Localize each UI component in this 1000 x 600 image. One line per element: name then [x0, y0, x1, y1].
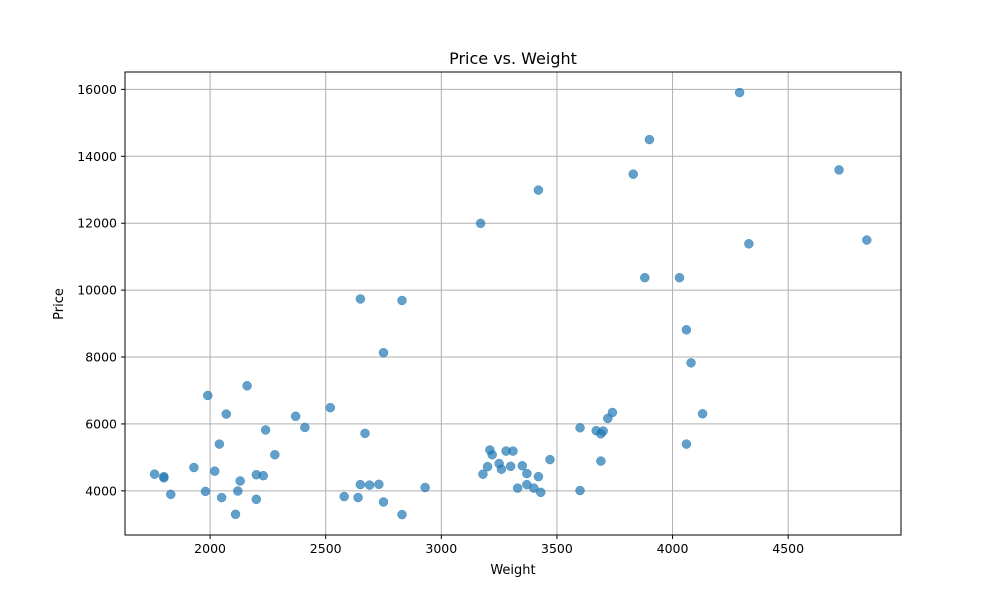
data-point	[478, 469, 488, 479]
x-tick-label: 4500	[772, 541, 804, 556]
data-point	[233, 486, 243, 496]
data-point	[364, 480, 375, 490]
data-point	[505, 461, 516, 472]
data-point	[378, 347, 389, 358]
data-point	[420, 482, 430, 493]
data-point	[209, 466, 220, 476]
data-point	[496, 464, 507, 474]
y-axis-label: Price	[52, 288, 67, 320]
x-tick-label: 3000	[425, 541, 457, 556]
data-point	[697, 409, 708, 419]
data-point	[200, 486, 211, 497]
data-point	[744, 239, 754, 249]
data-point	[251, 494, 262, 505]
data-point	[681, 325, 692, 335]
plot-frame	[124, 71, 902, 536]
x-tick-label: 4000	[657, 541, 689, 556]
data-point	[374, 479, 384, 490]
data-point	[290, 411, 301, 422]
data-point	[686, 358, 696, 368]
data-point	[230, 509, 241, 520]
data-point	[221, 409, 232, 419]
data-point	[378, 497, 389, 507]
y-tick-label: 4000	[85, 483, 117, 498]
x-tick-label: 3500	[541, 541, 573, 556]
data-point	[203, 390, 213, 401]
data-point	[149, 469, 160, 479]
data-point	[397, 295, 407, 306]
data-point	[475, 218, 486, 229]
data-point	[482, 461, 493, 472]
data-point	[628, 169, 638, 179]
y-tick-label: 16000	[77, 82, 117, 97]
y-tick-label: 14000	[77, 149, 117, 164]
data-point	[535, 487, 546, 498]
data-point	[235, 476, 245, 486]
data-point	[533, 185, 544, 195]
data-point	[529, 483, 539, 493]
data-point	[508, 446, 518, 456]
data-point	[598, 426, 608, 436]
x-tick-label: 2000	[194, 541, 226, 556]
data-point	[545, 454, 555, 465]
points-layer	[149, 87, 872, 520]
data-point	[339, 491, 349, 502]
data-point	[596, 456, 606, 466]
x-axis-label: Weight	[490, 563, 535, 578]
data-point	[355, 294, 366, 304]
data-point	[258, 470, 269, 481]
data-point	[166, 489, 176, 500]
data-point	[640, 272, 650, 283]
data-point	[607, 407, 618, 418]
data-point	[644, 134, 655, 145]
x-tick-label: 2500	[310, 541, 342, 556]
data-point	[360, 428, 370, 439]
data-point	[260, 425, 271, 435]
grid-layer	[125, 72, 901, 535]
data-point	[517, 461, 527, 471]
y-tick-label: 12000	[77, 216, 117, 231]
data-point	[674, 272, 685, 283]
data-point	[159, 473, 169, 483]
y-tick-label: 8000	[85, 350, 117, 365]
data-point	[355, 479, 366, 490]
y-tick-label: 10000	[77, 283, 117, 298]
data-point	[512, 483, 523, 493]
data-point	[862, 235, 872, 245]
data-point	[397, 509, 407, 520]
data-point	[575, 485, 585, 496]
data-point	[834, 165, 844, 175]
data-point	[681, 439, 692, 449]
data-point	[533, 471, 544, 482]
y-tick-label: 6000	[85, 416, 117, 431]
ticks-layer: 2000 2500 3000 3500 4000 4500 4000 6000 8000 1000…	[77, 82, 804, 556]
data-point	[214, 439, 225, 449]
data-point	[300, 422, 310, 433]
data-point	[325, 402, 336, 413]
data-point	[353, 492, 363, 503]
data-point	[575, 422, 585, 433]
data-point	[242, 381, 252, 391]
data-point	[734, 87, 745, 98]
data-point	[189, 462, 199, 473]
data-point	[522, 468, 532, 479]
data-point	[487, 449, 497, 460]
data-point	[270, 449, 280, 460]
data-point	[216, 492, 227, 503]
chart-title: Price vs. Weight	[449, 49, 577, 68]
